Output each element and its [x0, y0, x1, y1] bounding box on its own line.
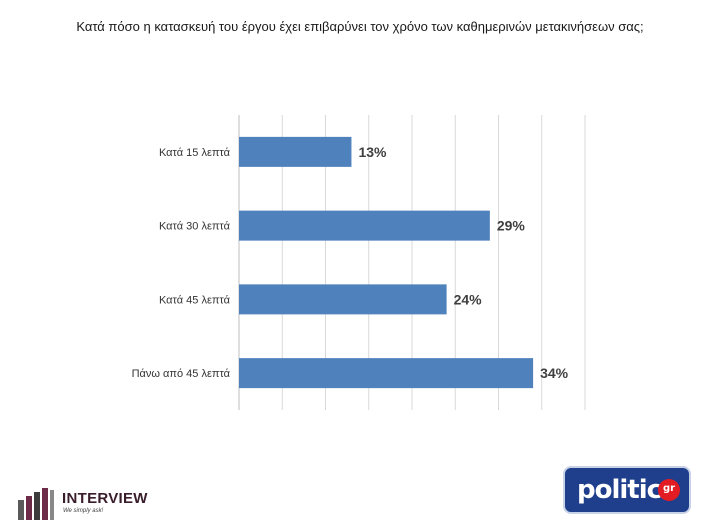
bar	[239, 210, 490, 241]
chart-title: Κατά πόσο η κατασκευή του έργου έχει επι…	[76, 19, 644, 34]
interview-name: INTERVIEW	[62, 490, 148, 507]
politic-name: politic	[577, 475, 662, 505]
labels: Κατά 15 λεπτά 13% Κατά 30 λεπτά 29% Κατά 45 …	[132, 144, 569, 381]
politic-logo: politic gr	[563, 466, 691, 514]
value-label: 29%	[497, 218, 526, 234]
interview-bars-icon	[18, 488, 54, 520]
value-label: 24%	[454, 291, 483, 307]
bar	[239, 284, 447, 315]
bars	[239, 136, 534, 389]
category-label: Κατά 30 λεπτά	[159, 221, 231, 233]
category-label: Κατά 15 λεπτά	[159, 147, 231, 159]
value-label: 13%	[358, 144, 387, 160]
interview-logo: INTERVIEW We simply ask!	[16, 486, 176, 522]
bar	[239, 136, 352, 167]
value-label: 34%	[540, 365, 569, 381]
interview-tagline: We simply ask!	[63, 508, 104, 514]
bar	[239, 358, 534, 389]
category-label: Πάνω από 45 λεπτά	[132, 368, 231, 380]
politic-gr-badge: gr	[658, 479, 680, 501]
category-label: Κατά 45 λεπτά	[159, 294, 231, 306]
